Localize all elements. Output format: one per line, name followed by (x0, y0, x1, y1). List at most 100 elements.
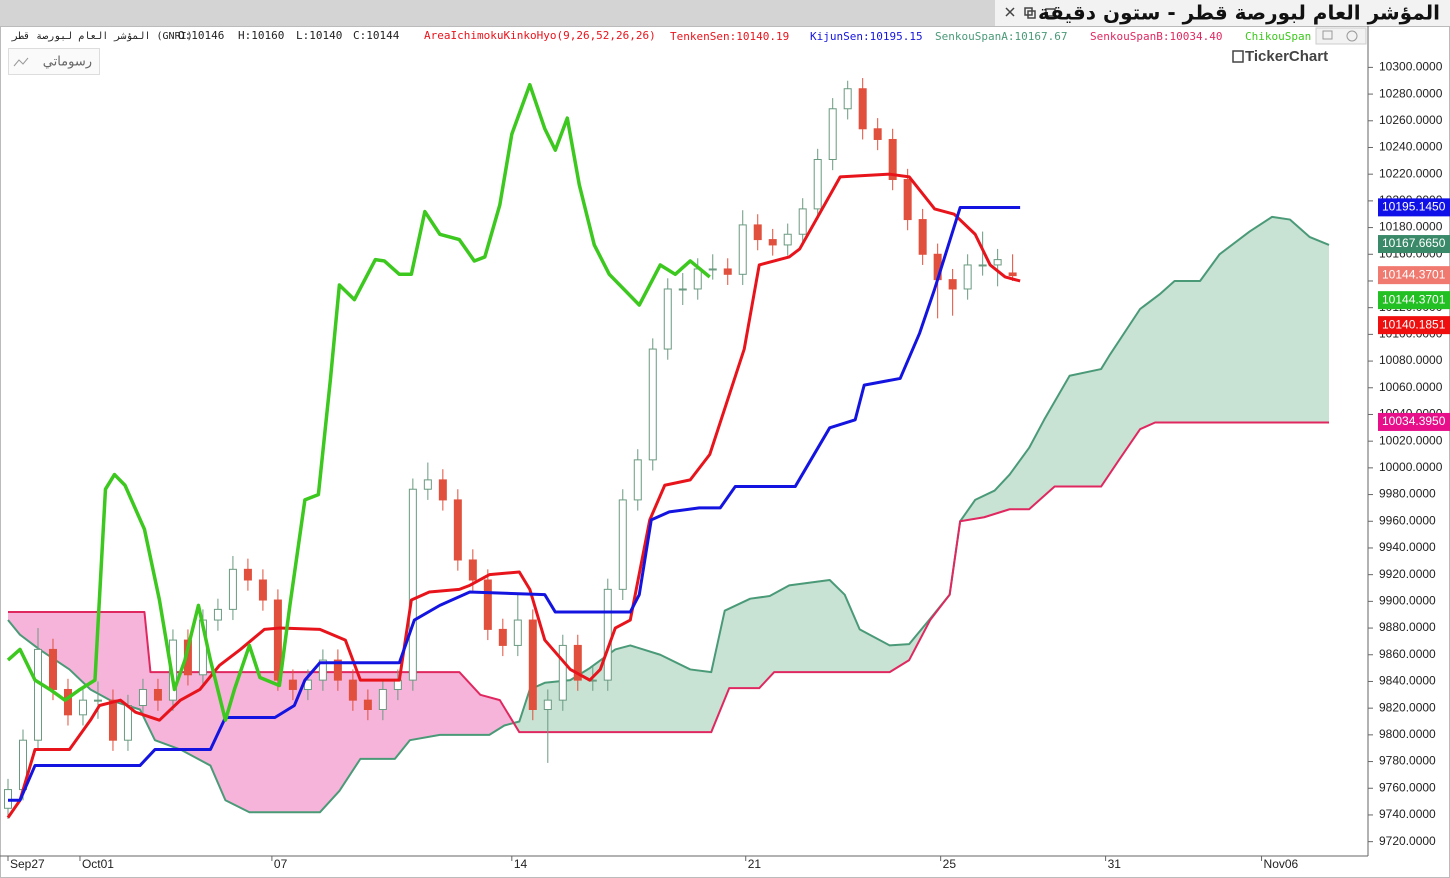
panel-buttons[interactable] (1315, 27, 1367, 45)
candle-body (33, 648, 42, 741)
candle-body (513, 619, 522, 646)
logo: TickerChart (1232, 48, 1328, 65)
y-tick-label: 9820.0000 (1379, 700, 1436, 714)
candle-body (888, 138, 897, 181)
candle-body (348, 679, 357, 701)
window-controls[interactable] (1005, 7, 1056, 19)
y-tick-label: 10280.0000 (1379, 86, 1443, 100)
series-label: ChikouSpan (1245, 30, 1311, 43)
candle-body (153, 688, 162, 701)
price-tag-label: 10167.6650 (1382, 236, 1446, 250)
candle-body (978, 264, 987, 267)
candle-body (498, 628, 507, 646)
price-tag-label: 10144.3701 (1382, 267, 1446, 281)
candle-body (813, 158, 822, 210)
candle-body (408, 488, 417, 681)
candle-body (123, 704, 132, 741)
cloud-fill (513, 216, 1330, 733)
y-tick-label: 10220.0000 (1379, 166, 1443, 180)
candle-body (648, 348, 657, 461)
candle-body (543, 699, 552, 710)
y-tick-label: 9780.0000 (1379, 754, 1436, 768)
candle-body (243, 568, 252, 581)
candle-body (423, 479, 432, 490)
x-tick-label: 07 (274, 857, 288, 871)
indicator-line (6, 172, 1021, 819)
candle-body (993, 259, 1002, 266)
x-tick-label: Oct01 (82, 857, 114, 871)
candle-body (1008, 272, 1017, 277)
y-tick-label: 10060.0000 (1379, 380, 1443, 394)
candle-body (858, 88, 867, 130)
price-tag-label: 10034.3950 (1382, 414, 1446, 428)
y-tick-label: 10080.0000 (1379, 353, 1443, 367)
price-tag (1378, 235, 1450, 254)
symbol: المؤشر العام لبورصة قطر (GNRI) (11, 31, 193, 42)
y-tick-label: 9920.0000 (1379, 567, 1436, 581)
candle-body (603, 588, 612, 681)
candle-body (273, 599, 282, 681)
price-tag-label: 10144.3701 (1382, 292, 1446, 306)
candle-body (213, 608, 222, 621)
y-tick-label: 9900.0000 (1379, 594, 1436, 608)
candle-body (873, 128, 882, 140)
y-tick-label: 9800.0000 (1379, 727, 1436, 741)
indicator-line (7, 215, 1330, 814)
candle-body (483, 579, 492, 630)
y-tick-label: 10000.0000 (1379, 460, 1443, 474)
info-bar: المؤشر العام لبورصة قطر (GNRI) O:10146 H… (11, 29, 1311, 43)
y-tick-label: 9860.0000 (1379, 647, 1436, 661)
candle-body (318, 659, 327, 681)
drawings-button[interactable]: رسوماتي (8, 48, 100, 75)
series-label: KijunSen:10195.15 (810, 30, 923, 43)
info-open: O:10146 (178, 29, 224, 42)
y-tick-label: 9980.0000 (1379, 487, 1436, 501)
price-tag (1378, 266, 1450, 285)
x-tick-label: Sep27 (10, 857, 45, 871)
x-tick-label: 21 (748, 857, 762, 871)
info-close: C:10144 (353, 29, 400, 42)
candle-body (903, 179, 912, 221)
y-tick-label: 9720.0000 (1379, 834, 1436, 848)
candle-body (333, 659, 342, 681)
candle-body (573, 644, 582, 681)
y-tick-label: 10020.0000 (1379, 433, 1443, 447)
candle-body (468, 559, 477, 581)
candle-body (138, 688, 147, 706)
y-tick-label: 9960.0000 (1379, 513, 1436, 527)
series-label: TenkenSen:10140.19 (670, 30, 789, 43)
candle-body (228, 568, 237, 610)
candle-body (558, 644, 567, 701)
indicator-name: AreaIchimokuKinkoHyo(9,26,52,26,26) (424, 29, 656, 42)
candle-body (738, 224, 747, 275)
candle-body (948, 279, 957, 290)
candle-body (663, 288, 672, 350)
price-tag (1378, 316, 1450, 335)
series-label: SenkouSpanB:10034.40 (1090, 30, 1222, 43)
x-tick-label: 31 (1108, 857, 1122, 871)
button-label[interactable]: رسوماتي (43, 55, 92, 70)
candle-body (438, 479, 447, 501)
candle-body (633, 459, 642, 501)
candle-body (828, 108, 837, 160)
candle-body (768, 239, 777, 246)
candle-body (918, 219, 927, 255)
y-tick-label: 9740.0000 (1379, 807, 1436, 821)
indicator-line (6, 82, 711, 722)
y-tick-label: 9760.0000 (1379, 780, 1436, 794)
info-high: H:10160 (238, 29, 284, 42)
series-label: SenkouSpanA:10167.67 (935, 30, 1067, 43)
indicator-line (7, 421, 1330, 734)
candle-body (723, 268, 732, 275)
indicator-line (7, 206, 1021, 802)
y-tick-label: 9840.0000 (1379, 674, 1436, 688)
candle-body (678, 288, 687, 291)
y-tick-label: 10240.0000 (1379, 140, 1443, 154)
candle-body (108, 699, 117, 741)
price-tag (1378, 412, 1450, 431)
candle-body (528, 619, 537, 710)
title-panel (995, 0, 1450, 26)
candle-body (708, 268, 717, 271)
price-tag-label: 10140.1851 (1382, 317, 1446, 331)
